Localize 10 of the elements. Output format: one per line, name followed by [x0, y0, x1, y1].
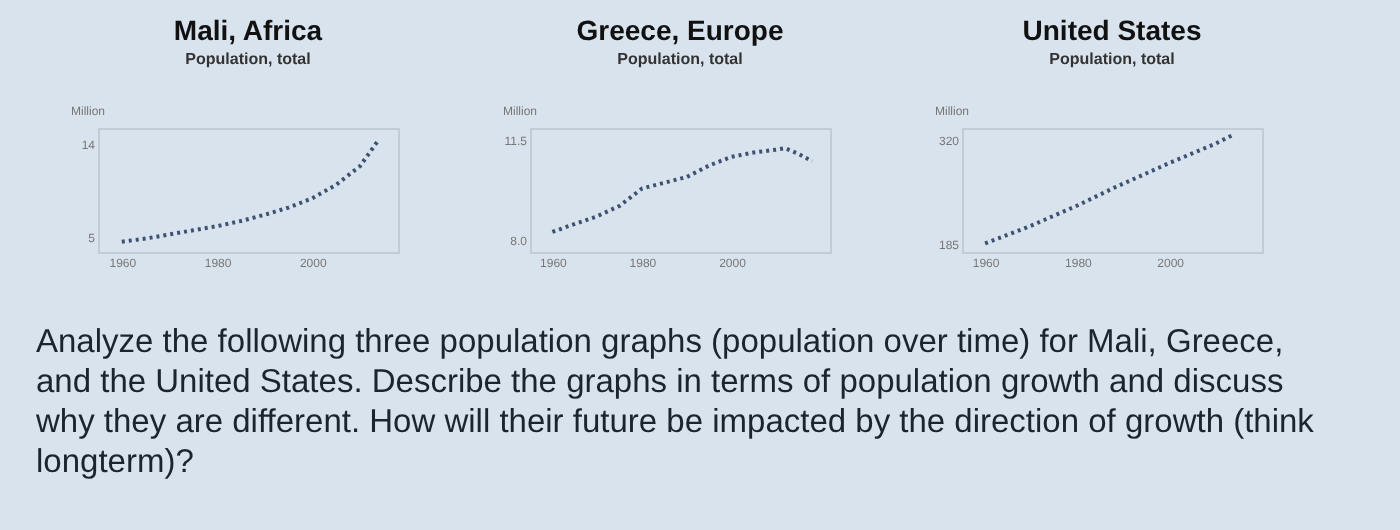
chart-title: Mali, Africa — [173, 14, 323, 46]
text: Analyze the following three population graphs (population over time) for Mali, Greece, and the United States. Describe the graphs in terms of population growth and discuss why they are different. How will their future be impacted by the direction of growth (think longterm)? — [36, 322, 1316, 482]
chart-subtitle: Population, total — [617, 50, 743, 68]
chart-title: United States — [1022, 14, 1202, 46]
chart-subtitle: Population, total — [1049, 50, 1175, 68]
line-series — [550, 146, 815, 234]
line-series — [119, 137, 381, 244]
chart-title: Greece, Europe — [576, 14, 784, 46]
line-series — [983, 132, 1237, 246]
chart-subtitle: Population, total — [185, 50, 311, 68]
